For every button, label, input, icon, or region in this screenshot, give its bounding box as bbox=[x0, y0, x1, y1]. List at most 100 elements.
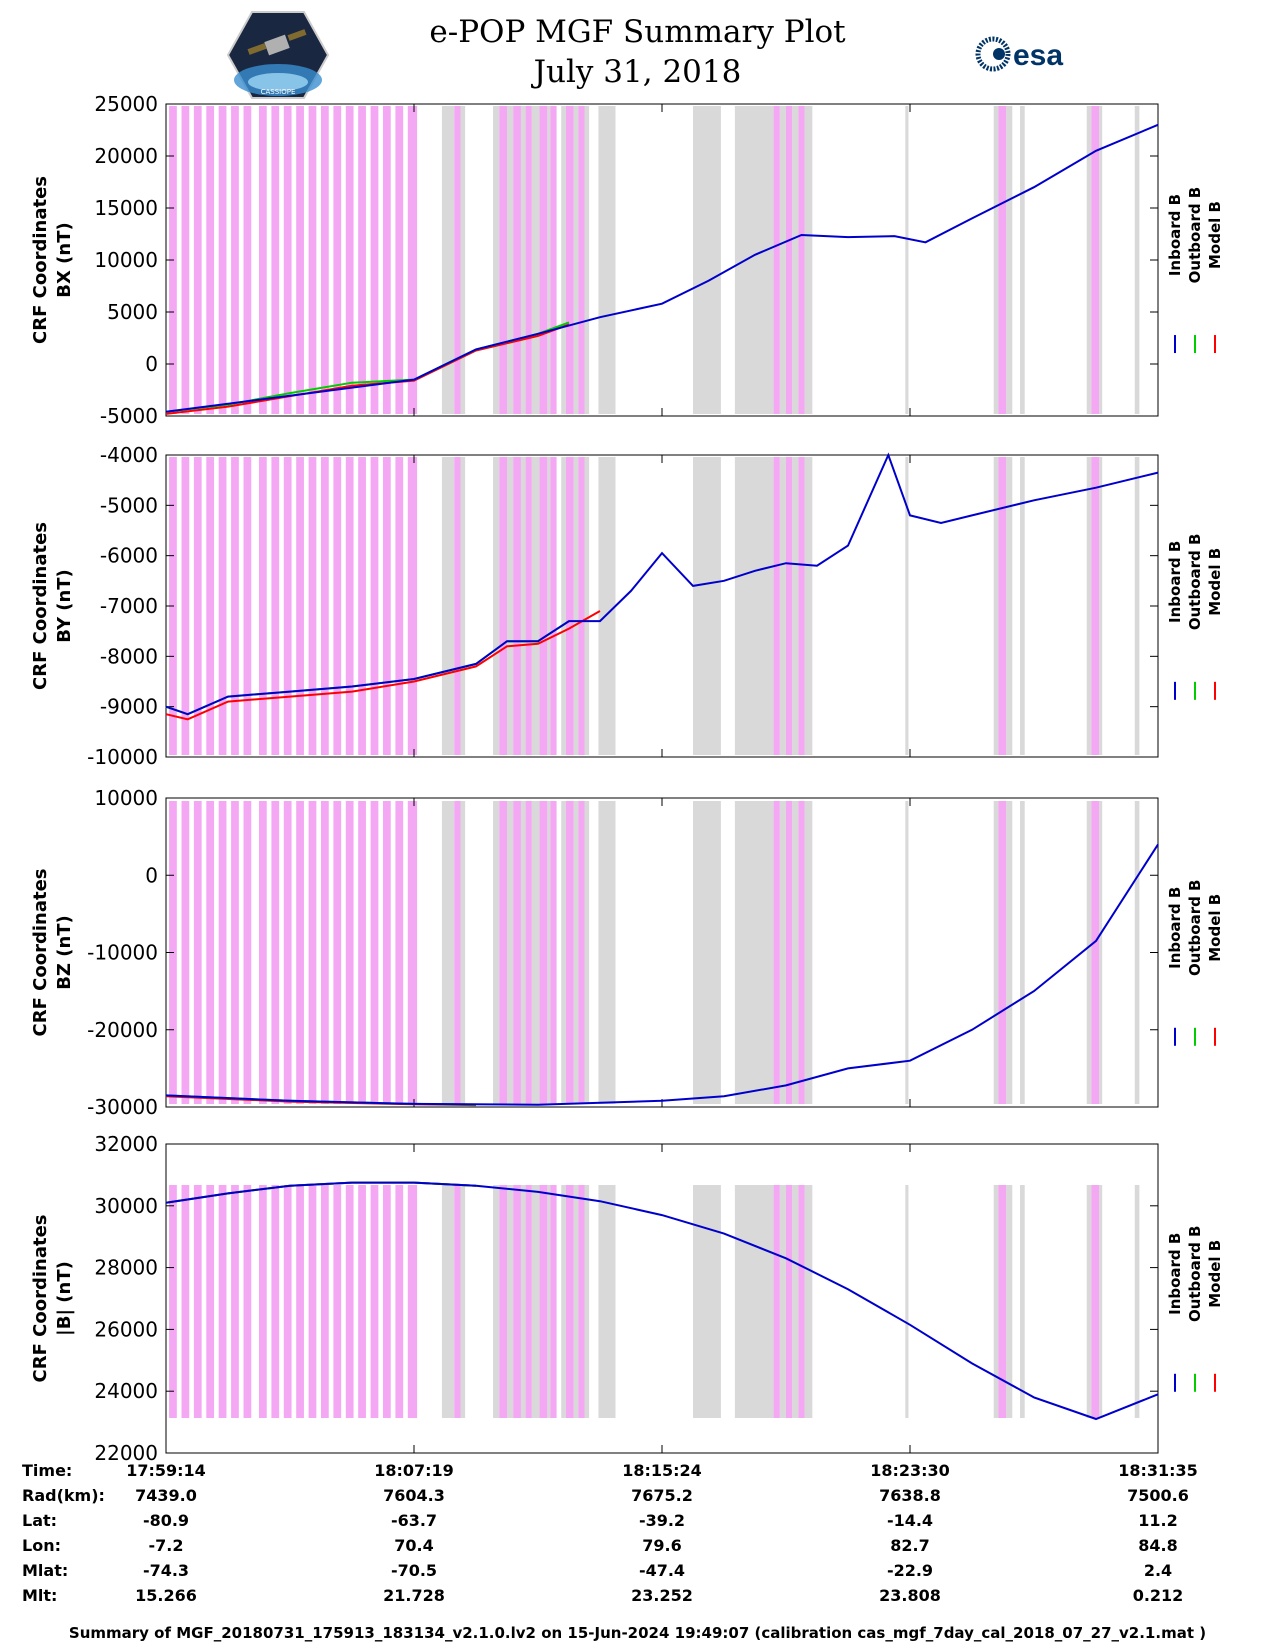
y-tick-label: 30000 bbox=[94, 1194, 158, 1218]
magenta-band bbox=[193, 106, 202, 414]
magenta-band bbox=[296, 457, 304, 755]
orbit-value: 7500.6 bbox=[1127, 1486, 1189, 1505]
legend-entry: Outboard B bbox=[1186, 534, 1204, 631]
row-label: Time: bbox=[22, 1461, 72, 1480]
legend-label: Outboard B bbox=[1186, 187, 1204, 284]
gray-band bbox=[779, 801, 786, 1104]
magenta-band bbox=[454, 457, 461, 755]
gray-band bbox=[1020, 801, 1025, 1104]
orbit-value: 0.212 bbox=[1133, 1586, 1184, 1605]
y-tick-label: 20000 bbox=[94, 144, 158, 168]
gray-band bbox=[507, 801, 514, 1104]
y-axis-label-line2: |B| (nT) bbox=[54, 1261, 75, 1336]
y-tick-label: -8000 bbox=[100, 644, 158, 668]
y-tick-label: -4000 bbox=[100, 443, 158, 467]
gray-band bbox=[693, 457, 721, 755]
magenta-band bbox=[231, 106, 239, 414]
gray-band bbox=[598, 801, 616, 1104]
gray-band bbox=[441, 106, 455, 414]
magenta-band bbox=[539, 801, 548, 1104]
magenta-band bbox=[565, 457, 574, 755]
gray-band bbox=[734, 457, 774, 755]
magenta-band bbox=[407, 457, 418, 755]
magenta-band bbox=[358, 801, 366, 1104]
gray-band bbox=[441, 1185, 455, 1418]
orbit-value: -14.4 bbox=[887, 1511, 933, 1530]
legend-label: Model B bbox=[1206, 894, 1224, 962]
magenta-band bbox=[513, 801, 521, 1104]
magenta-band bbox=[358, 1185, 366, 1418]
orbit-value: 11.2 bbox=[1138, 1511, 1177, 1530]
gray-band bbox=[598, 457, 616, 755]
magenta-band bbox=[321, 457, 329, 755]
magenta-band bbox=[181, 106, 190, 414]
y-axis-label-line1: CRF Coordinates bbox=[30, 1215, 51, 1383]
magenta-band bbox=[259, 457, 267, 755]
magenta-band bbox=[296, 106, 304, 414]
magenta-band bbox=[218, 801, 227, 1104]
magenta-band bbox=[358, 106, 366, 414]
magenta-band bbox=[370, 106, 379, 414]
magenta-band bbox=[193, 1185, 202, 1418]
y-axis-label: CRF Coordinates BX (nT) bbox=[30, 176, 75, 344]
magenta-band bbox=[370, 1185, 379, 1418]
y-tick-label: 0 bbox=[145, 352, 158, 376]
magenta-band bbox=[243, 1185, 252, 1418]
gray-band bbox=[1006, 457, 1013, 755]
gray-band bbox=[905, 1185, 909, 1418]
page-title: e-POP MGF Summary Plot bbox=[429, 14, 846, 50]
y-axis-label-line2: BZ (nT) bbox=[54, 915, 75, 990]
magenta-band bbox=[395, 801, 404, 1104]
gray-band bbox=[905, 457, 909, 755]
series-line-inboard-b bbox=[165, 452, 1159, 716]
series-line-model-b bbox=[165, 610, 601, 721]
y-axis-label: CRF Coordinates BY (nT) bbox=[30, 522, 75, 690]
gray-band bbox=[460, 457, 466, 755]
magenta-band bbox=[550, 106, 557, 414]
orbit-value: 79.6 bbox=[642, 1536, 681, 1555]
magenta-band bbox=[243, 457, 252, 755]
magenta-band bbox=[773, 801, 780, 1104]
magenta-band bbox=[513, 1185, 521, 1418]
magenta-band bbox=[181, 457, 190, 755]
magenta-band bbox=[383, 106, 391, 414]
magenta-band bbox=[786, 1185, 793, 1418]
magenta-band bbox=[193, 457, 202, 755]
magenta-band bbox=[345, 801, 354, 1104]
magenta-band bbox=[383, 1185, 391, 1418]
gray-band bbox=[460, 106, 466, 414]
magenta-band bbox=[308, 457, 317, 755]
magenta-band bbox=[539, 106, 548, 414]
gray-band bbox=[1020, 457, 1025, 755]
time-tick-label: 18:07:19 bbox=[374, 1461, 454, 1480]
y-tick-label: -5000 bbox=[100, 493, 158, 517]
magenta-band bbox=[271, 457, 280, 755]
gray-band bbox=[993, 457, 999, 755]
gray-band bbox=[804, 1185, 813, 1418]
magenta-band bbox=[550, 457, 557, 755]
orbit-value: 7675.2 bbox=[631, 1486, 693, 1505]
magenta-band bbox=[513, 457, 521, 755]
gray-band bbox=[1099, 801, 1103, 1104]
magenta-band bbox=[550, 1185, 557, 1418]
legend-entry: Model B bbox=[1206, 894, 1224, 962]
gray-band bbox=[1099, 106, 1103, 414]
gray-band bbox=[779, 1185, 786, 1418]
magenta-band bbox=[407, 801, 418, 1104]
gray-band bbox=[531, 801, 540, 1104]
legend-label: Inboard B bbox=[1166, 1233, 1184, 1315]
gray-band bbox=[1006, 1185, 1013, 1418]
magenta-band bbox=[578, 457, 585, 755]
esa-logo-text: esa bbox=[1013, 39, 1063, 72]
magenta-band bbox=[231, 801, 239, 1104]
orbit-value: -7.2 bbox=[149, 1536, 184, 1555]
gray-band bbox=[693, 801, 721, 1104]
magenta-band bbox=[321, 106, 329, 414]
magenta-band bbox=[333, 801, 342, 1104]
magenta-band bbox=[206, 106, 215, 414]
magenta-band bbox=[1091, 801, 1100, 1104]
y-tick-label: 25000 bbox=[94, 92, 158, 116]
gray-band bbox=[520, 457, 526, 755]
gray-band bbox=[561, 106, 566, 414]
magenta-band bbox=[525, 106, 532, 414]
